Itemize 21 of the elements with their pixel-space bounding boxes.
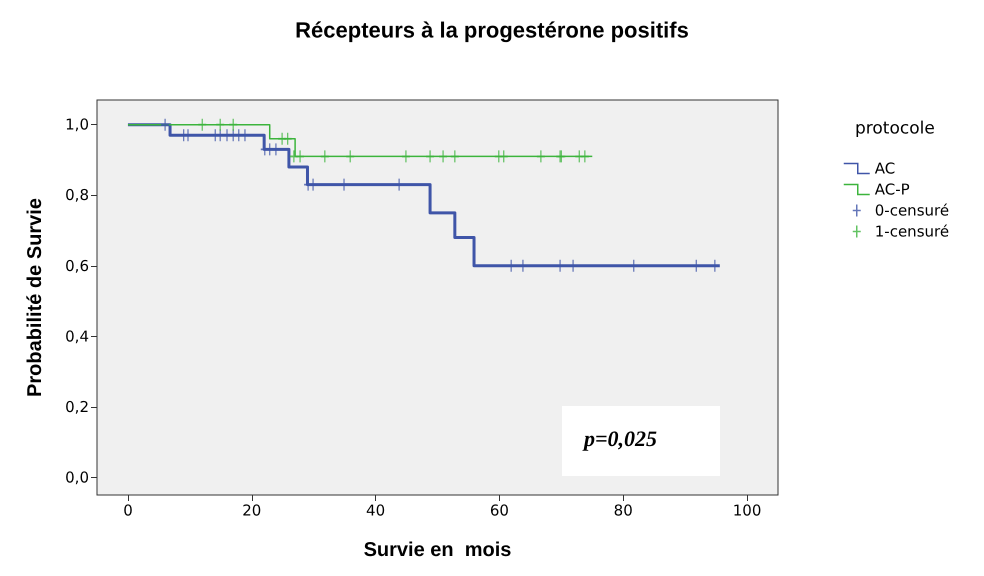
- y-tick-label: 0,4: [65, 327, 89, 346]
- y-axis-title: Probabilité de Survie: [24, 198, 46, 397]
- x-tick-label: 80: [614, 502, 633, 520]
- x-tick-label: 100: [732, 502, 762, 520]
- y-tick-label: 0,8: [65, 186, 89, 204]
- x-axis-title: Survie en mois: [364, 539, 512, 561]
- legend-label: AC-P: [874, 180, 910, 198]
- legend-label: AC: [874, 160, 896, 178]
- y-tick-label: 1,0: [65, 116, 89, 134]
- x-tick-label: 0: [123, 502, 133, 520]
- y-tick-label: 0,6: [65, 256, 89, 275]
- y-tick-label: 0,2: [65, 398, 89, 416]
- legend-title: protocole: [855, 118, 935, 138]
- chart-title: Récepteurs à la progestérone positifs: [295, 18, 689, 42]
- x-tick-label: 60: [490, 502, 509, 520]
- y-tick-label: 0,0: [65, 468, 89, 486]
- x-tick-label: 20: [242, 502, 262, 520]
- legend-label: 0-censuré: [874, 202, 950, 220]
- note-box: p=0,025: [562, 406, 720, 476]
- x-tick-label: 40: [366, 502, 386, 520]
- legend-label: 1-censuré: [874, 222, 950, 240]
